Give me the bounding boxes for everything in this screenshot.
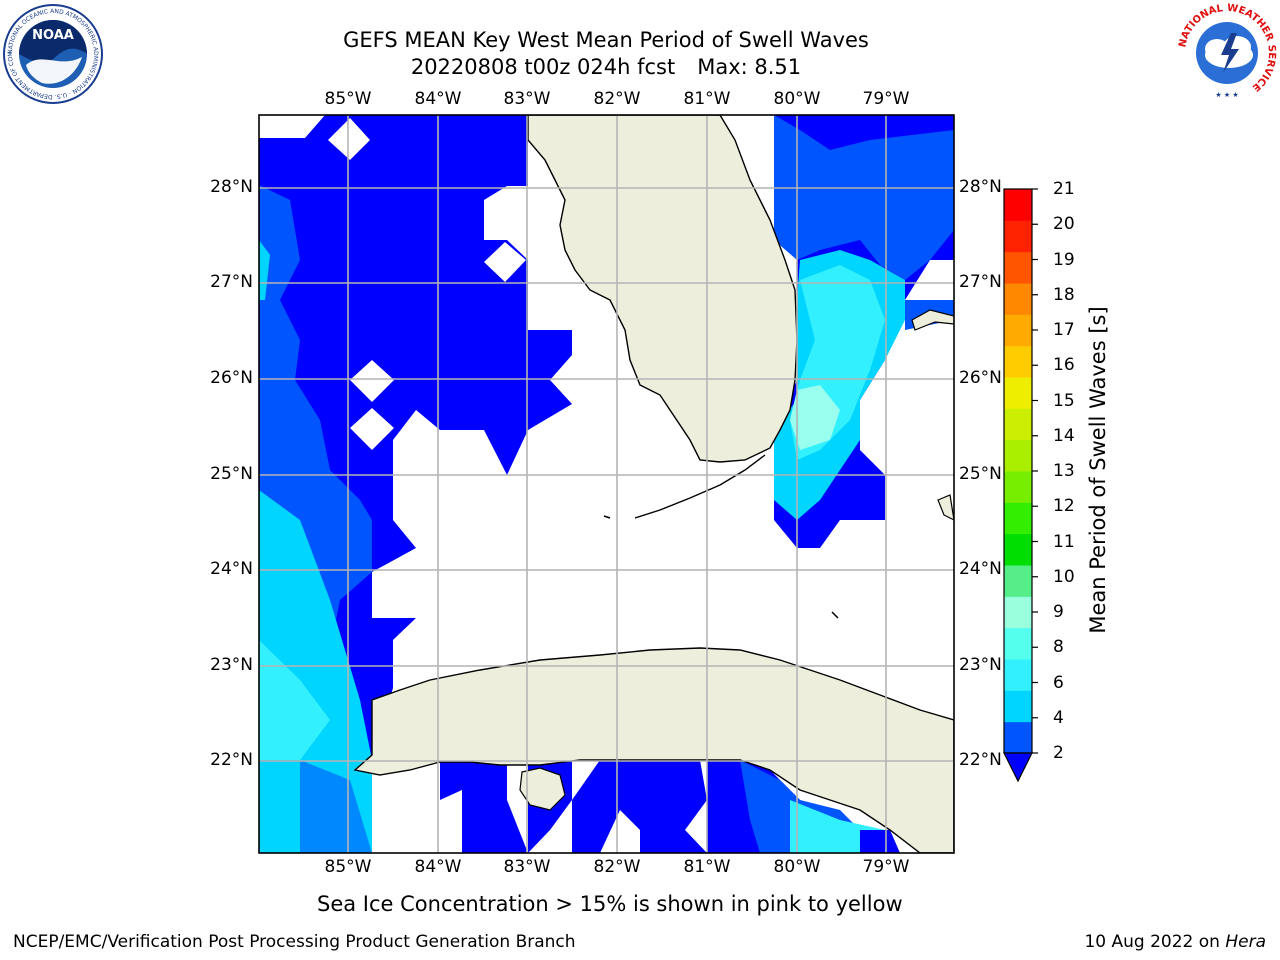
colorbar-tick-label: 11: [1053, 531, 1075, 552]
colorbar-tick-label: 21: [1053, 179, 1075, 199]
lat-label-right: 24°N: [959, 559, 1002, 579]
lat-label-right: 28°N: [959, 177, 1002, 197]
lon-label-top: 83°W: [503, 89, 551, 109]
lat-label-right: 22°N: [959, 750, 1002, 770]
colorbar-segment: [1004, 345, 1032, 378]
colorbar-segment: [1004, 251, 1032, 284]
lon-label-bottom: 79°W: [862, 857, 910, 877]
colorbar-segment: [1004, 721, 1032, 754]
footer-date-text: 10 Aug 2022 on: [1084, 932, 1220, 952]
colorbar-tick-label: 14: [1053, 425, 1075, 446]
colorbar-tick-label: 10: [1053, 566, 1075, 587]
colorbar-segment: [1004, 314, 1032, 347]
lon-label-bottom: 80°W: [773, 857, 821, 877]
lat-label-left: 26°N: [210, 368, 253, 388]
lon-label-bottom: 84°W: [414, 857, 462, 877]
lat-label-left: 27°N: [210, 272, 253, 292]
lon-label-top: 81°W: [683, 89, 731, 109]
lon-label-top: 84°W: [414, 89, 462, 109]
lat-label-left: 24°N: [210, 559, 253, 579]
colorbar-tick-label: 15: [1053, 390, 1075, 411]
chart-title: GEFS MEAN Key West Mean Period of Swell …: [343, 28, 869, 52]
lat-label-left: 23°N: [210, 655, 253, 675]
footer-date: 10 Aug 2022 on Hera: [1084, 932, 1266, 952]
colorbar-tick-label: 17: [1053, 320, 1075, 340]
colorbar-tick-label: 13: [1053, 461, 1075, 481]
colorbar-segment: [1004, 596, 1032, 629]
noaa-logo-text: NOAA: [32, 28, 74, 43]
map-frame: [258, 114, 955, 854]
colorbar-segment: [1004, 377, 1032, 409]
colorbar-tick-label: 18: [1053, 284, 1075, 305]
lon-label-top: 80°W: [773, 89, 821, 109]
isla-juventud: [519, 767, 566, 811]
colorbar-segment: [1004, 690, 1032, 723]
colorbar-tick-label: 12: [1053, 496, 1075, 517]
svg-text:★ ★ ★: ★ ★ ★: [1215, 91, 1238, 99]
colorbar-tick-label: 2: [1053, 743, 1064, 763]
colorbar-tick-label: 19: [1053, 249, 1075, 270]
nws-logo-icon: NATIONAL WEATHER SERVICE ★ ★ ★: [1177, 3, 1277, 101]
colorbar-tick-label: 20: [1053, 214, 1075, 235]
lat-label-right: 26°N: [959, 368, 1002, 388]
footer-credit: NCEP/EMC/Verification Post Processing Pr…: [13, 932, 576, 952]
lat-label-left: 25°N: [210, 464, 253, 484]
swell-field-south: [440, 760, 900, 853]
sea-ice-note: Sea Ice Concentration > 15% is shown in …: [317, 892, 903, 916]
colorbar-tick-label: 4: [1053, 707, 1064, 728]
colorbar-segment: [1004, 439, 1032, 472]
colorbar-segment: [1004, 408, 1032, 441]
noaa-logo-icon: NATIONAL OCEANIC AND ATMOSPHERIC ADMINIS…: [2, 3, 103, 104]
colorbar-segment: [1004, 471, 1032, 503]
florida-keys: [634, 454, 766, 519]
chart-subtitle: 20220808 t00z 024h fcst Max: 8.51: [256, 54, 956, 80]
lat-label-left: 28°N: [210, 177, 253, 197]
lon-label-bottom: 83°W: [503, 857, 551, 877]
colorbar-label: Mean Period of Swell Waves [s]: [1086, 306, 1110, 634]
lat-label-right: 25°N: [959, 464, 1002, 484]
lon-label-bottom: 85°W: [324, 857, 372, 877]
colorbar-segment: [1004, 189, 1032, 221]
colorbar-tick-label: 6: [1053, 672, 1064, 693]
colorbar: [1003, 188, 1038, 783]
colorbar-segment: [1004, 627, 1032, 660]
lon-label-bottom: 82°W: [593, 857, 641, 877]
lat-label-left: 22°N: [210, 750, 253, 770]
run-info: 20220808 t00z 024h fcst: [410, 55, 676, 79]
max-value: Max: 8.51: [697, 55, 802, 79]
footer-host: Hera: [1225, 932, 1266, 952]
lon-label-top: 82°W: [593, 89, 641, 109]
bahamas-land: [911, 309, 954, 331]
lon-label-top: 79°W: [862, 89, 910, 109]
colorbar-segment: [1004, 565, 1032, 597]
colorbar-segment: [1004, 220, 1032, 253]
lon-label-top: 85°W: [324, 89, 372, 109]
colorbar-segment: [1004, 502, 1032, 535]
colorbar-segment: [1004, 659, 1032, 691]
lat-label-right: 27°N: [959, 272, 1002, 292]
colorbar-under-arrow: [1003, 752, 1033, 783]
lat-label-right: 23°N: [959, 655, 1002, 675]
swell-field-west-gulf: [259, 115, 572, 853]
colorbar-tick-label: 16: [1053, 355, 1075, 376]
map-gridlines: [259, 115, 954, 853]
colorbar-segment: [1004, 283, 1032, 315]
colorbar-segment: [1004, 533, 1032, 566]
lon-label-bottom: 81°W: [683, 857, 731, 877]
swell-field-atlantic: [774, 115, 954, 548]
cuba-land: [353, 647, 954, 853]
colorbar-tick-label: 9: [1053, 602, 1064, 622]
florida-land: [527, 115, 798, 463]
colorbar-tick-label: 8: [1053, 637, 1064, 658]
map-area: [259, 115, 954, 853]
